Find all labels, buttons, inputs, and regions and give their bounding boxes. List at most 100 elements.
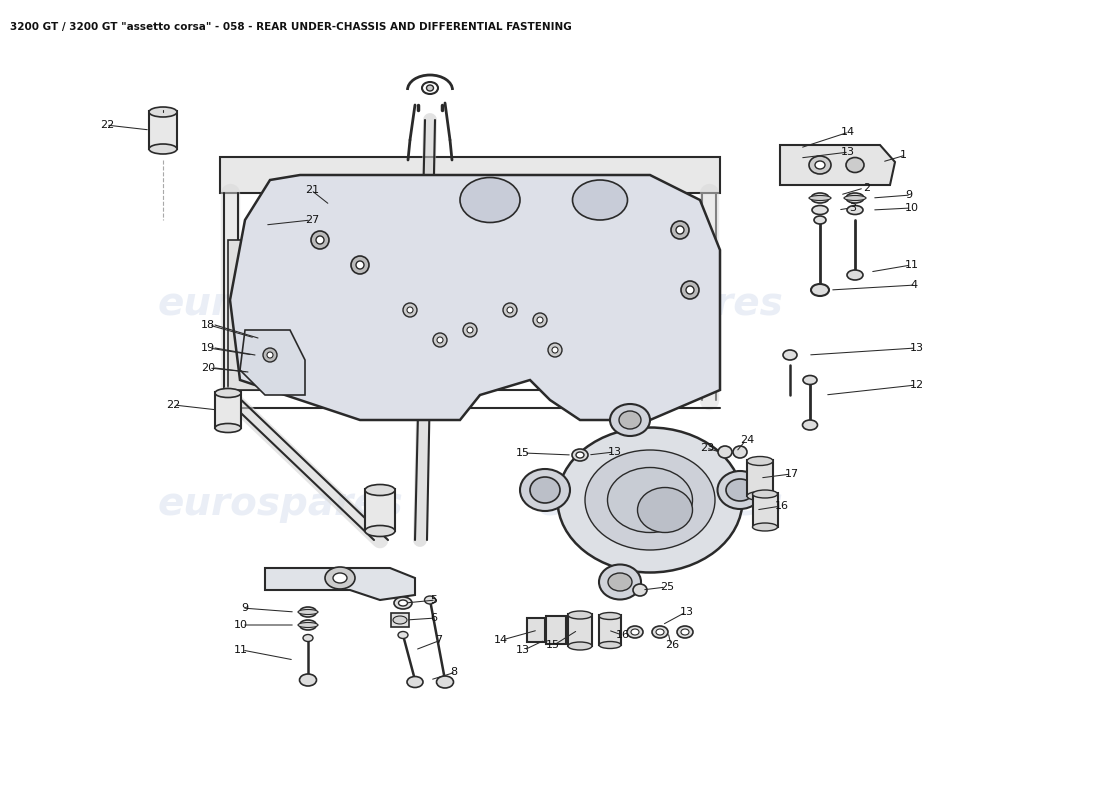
Ellipse shape — [847, 206, 864, 214]
Ellipse shape — [676, 226, 684, 234]
Ellipse shape — [844, 195, 866, 201]
Text: 19: 19 — [201, 343, 214, 353]
Text: 15: 15 — [516, 448, 530, 458]
Text: 22: 22 — [166, 400, 180, 410]
Ellipse shape — [437, 337, 443, 343]
Ellipse shape — [214, 423, 241, 433]
Text: 26: 26 — [666, 640, 679, 650]
Ellipse shape — [619, 411, 641, 429]
Ellipse shape — [148, 144, 177, 154]
Ellipse shape — [783, 350, 798, 360]
Ellipse shape — [607, 467, 693, 533]
Ellipse shape — [254, 231, 286, 241]
Ellipse shape — [433, 333, 447, 347]
Text: 16: 16 — [616, 630, 630, 640]
Ellipse shape — [403, 303, 417, 317]
Bar — [365, 489, 395, 531]
Ellipse shape — [254, 209, 286, 219]
Text: 10: 10 — [905, 203, 918, 213]
Ellipse shape — [671, 221, 689, 239]
Ellipse shape — [333, 573, 346, 583]
Text: 3200 GT / 3200 GT "assetto corsa" - 058 - REAR UNDER-CHASSIS AND DIFFERENTIAL FA: 3200 GT / 3200 GT "assetto corsa" - 058 … — [10, 22, 572, 32]
Ellipse shape — [681, 281, 698, 299]
Ellipse shape — [600, 613, 621, 619]
Ellipse shape — [356, 261, 364, 269]
Ellipse shape — [572, 180, 627, 220]
Text: 23: 23 — [700, 443, 714, 453]
Ellipse shape — [814, 216, 826, 224]
Ellipse shape — [576, 452, 584, 458]
Text: 5: 5 — [430, 595, 437, 605]
Bar — [148, 111, 177, 149]
Ellipse shape — [808, 195, 830, 201]
Text: 7: 7 — [434, 635, 442, 645]
Ellipse shape — [437, 676, 453, 688]
Ellipse shape — [733, 446, 747, 458]
Bar — [527, 618, 544, 642]
Ellipse shape — [552, 347, 558, 353]
Ellipse shape — [298, 610, 318, 614]
Bar — [254, 214, 286, 236]
Ellipse shape — [572, 449, 588, 461]
Ellipse shape — [811, 193, 829, 203]
Ellipse shape — [811, 284, 829, 296]
Polygon shape — [265, 568, 415, 600]
Ellipse shape — [263, 220, 277, 230]
Text: 13: 13 — [516, 645, 530, 655]
Ellipse shape — [148, 107, 177, 117]
Ellipse shape — [568, 642, 592, 650]
Ellipse shape — [267, 352, 273, 358]
Polygon shape — [780, 145, 895, 185]
Bar — [546, 616, 566, 644]
Ellipse shape — [631, 629, 639, 635]
Ellipse shape — [507, 307, 513, 313]
Text: 13: 13 — [842, 147, 855, 157]
Ellipse shape — [398, 631, 408, 638]
Ellipse shape — [393, 616, 407, 624]
Ellipse shape — [427, 85, 433, 91]
Text: eurospares: eurospares — [537, 285, 783, 323]
Ellipse shape — [548, 343, 562, 357]
Ellipse shape — [468, 327, 473, 333]
Ellipse shape — [846, 193, 864, 203]
Ellipse shape — [520, 469, 570, 511]
Ellipse shape — [747, 457, 773, 466]
Ellipse shape — [752, 523, 778, 531]
Ellipse shape — [299, 607, 317, 617]
Ellipse shape — [585, 450, 715, 550]
Ellipse shape — [351, 256, 369, 274]
Ellipse shape — [534, 313, 547, 327]
Ellipse shape — [638, 487, 693, 533]
Ellipse shape — [299, 620, 317, 630]
Ellipse shape — [718, 446, 732, 458]
Ellipse shape — [752, 490, 778, 498]
Text: 20: 20 — [201, 363, 214, 373]
Ellipse shape — [686, 286, 694, 294]
Ellipse shape — [803, 375, 817, 385]
Text: eurospares: eurospares — [157, 485, 403, 523]
Text: 16: 16 — [776, 501, 789, 511]
Ellipse shape — [263, 348, 277, 362]
Text: 11: 11 — [905, 260, 918, 270]
Ellipse shape — [503, 303, 517, 317]
Text: 3: 3 — [849, 203, 856, 213]
Bar — [600, 615, 621, 645]
Ellipse shape — [398, 600, 407, 606]
Ellipse shape — [365, 526, 395, 537]
Text: 6: 6 — [430, 613, 437, 623]
Ellipse shape — [808, 156, 830, 174]
Ellipse shape — [803, 420, 817, 430]
Ellipse shape — [460, 178, 520, 222]
Ellipse shape — [568, 611, 592, 619]
Ellipse shape — [537, 317, 543, 323]
Ellipse shape — [407, 677, 424, 687]
Ellipse shape — [311, 231, 329, 249]
Ellipse shape — [214, 389, 241, 398]
Polygon shape — [240, 330, 305, 395]
Text: 17: 17 — [785, 469, 799, 479]
Ellipse shape — [394, 597, 412, 609]
Ellipse shape — [600, 642, 621, 649]
Ellipse shape — [717, 471, 762, 509]
Text: 24: 24 — [740, 435, 755, 445]
Ellipse shape — [298, 622, 318, 627]
